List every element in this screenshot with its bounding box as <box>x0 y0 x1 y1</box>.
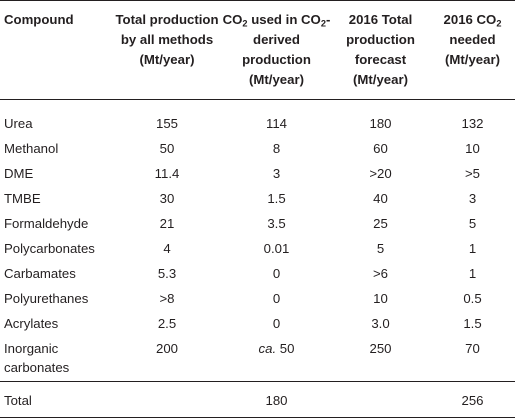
cell-co2-needed: 1.5 <box>463 316 482 331</box>
cell-forecast: 25 <box>373 216 388 231</box>
cell-co2-used: 0 <box>272 291 281 306</box>
cell-co2-used: 0 <box>272 266 281 281</box>
cell-total-production: 50 <box>159 141 175 156</box>
cell-co2-needed: 0.5 <box>463 291 482 306</box>
header-row: Compound Total production by all methods… <box>0 0 515 100</box>
table-row: Formaldehyde 21 3.5 25 5 <box>0 212 515 237</box>
table-row: Polycarbonates 4 0.01 5 1 <box>0 237 515 262</box>
cell-compound: Polyurethanes <box>4 291 89 306</box>
cell-co2-used: 0.01 <box>263 241 290 256</box>
cell-forecast: >20 <box>369 166 392 181</box>
cell-compound: Urea <box>4 116 33 131</box>
cell-compound: Acrylates <box>4 316 59 331</box>
cell-forecast: >6 <box>372 266 389 281</box>
cell-co2-needed: 70 <box>465 341 480 356</box>
table-body: Urea 155 114 180 132 Methanol 50 8 60 10… <box>0 100 515 418</box>
table-row: Urea 155 114 180 132 <box>0 100 515 138</box>
cell-co2-used-total: 180 <box>222 381 331 418</box>
cell-total-production: 30 <box>159 191 175 206</box>
cell-forecast: 180 <box>369 116 392 131</box>
cell-compound: Inorganic carbonates <box>4 341 70 375</box>
cell-forecast: 3.0 <box>371 316 390 331</box>
cell-co2-used: 114 <box>265 116 288 131</box>
total-row: Total 180 256 <box>0 381 515 418</box>
cell-co2-used: ca. 50 <box>258 341 295 356</box>
header-co2-used: CO2 used in CO2-derived production (Mt/y… <box>222 12 331 87</box>
table-row: Acrylates 2.5 0 3.0 1.5 <box>0 312 515 337</box>
cell-compound: TMBE <box>4 191 41 206</box>
cell-co2-needed: >5 <box>464 166 481 181</box>
cell-compound: Methanol <box>4 141 59 156</box>
header-compound: Compound <box>4 12 74 27</box>
cell-co2-needed: 3 <box>468 191 477 206</box>
table-row: Methanol 50 8 60 10 <box>0 137 515 162</box>
cell-co2-used: 3.5 <box>267 216 286 231</box>
table-row: DME 11.4 3 >20 >5 <box>0 162 515 187</box>
cell-co2-used: 0 <box>272 316 281 331</box>
cell-co2-needed: 5 <box>468 216 477 231</box>
cell-total-production: 4 <box>163 241 171 256</box>
cell-co2-needed-total: 256 <box>430 381 515 418</box>
cell-co2-used: 8 <box>272 141 281 156</box>
cell-forecast <box>331 381 430 418</box>
cell-total-production: 2.5 <box>157 316 177 331</box>
cell-forecast: 10 <box>373 291 388 306</box>
cell-total-production: 155 <box>155 116 178 131</box>
cell-co2-used: 3 <box>272 166 281 181</box>
cell-compound: Polycarbonates <box>4 241 95 256</box>
table-row: TMBE 30 1.5 40 3 <box>0 187 515 212</box>
table-row: Polyurethanes >8 0 10 0.5 <box>0 287 515 312</box>
cell-forecast: 60 <box>373 141 388 156</box>
cell-total-production: >8 <box>159 291 175 306</box>
table-row: Carbamates 5.3 0 >6 1 <box>0 262 515 287</box>
cell-co2-needed: 1 <box>468 266 477 281</box>
table-header: Compound Total production by all methods… <box>0 0 515 100</box>
cell-co2-needed: 1 <box>468 241 477 256</box>
cell-total-production: 5.3 <box>157 266 177 281</box>
header-total-production: Total production by all methods (Mt/year… <box>115 12 219 67</box>
header-2016-forecast: 2016 Total production forecast (Mt/year) <box>346 12 415 87</box>
cell-co2-used: 1.5 <box>267 191 286 206</box>
table-row: Inorganic carbonates 200 ca. 50 250 70 <box>0 337 515 382</box>
cell-total-production: 21 <box>159 216 175 231</box>
cell-total-production <box>112 381 222 418</box>
cell-forecast: 5 <box>376 241 385 256</box>
cell-total-production: 200 <box>155 341 178 356</box>
cell-forecast: 40 <box>373 191 388 206</box>
cell-compound: Carbamates <box>4 266 76 281</box>
cell-compound: DME <box>4 166 34 181</box>
cell-co2-needed: 10 <box>465 141 480 156</box>
cell-total-label: Total <box>0 381 112 418</box>
cell-forecast: 250 <box>369 341 392 356</box>
cell-co2-needed: 132 <box>461 116 484 131</box>
cell-total-production: 11.4 <box>154 166 180 181</box>
cell-compound: Formaldehyde <box>4 216 89 231</box>
header-2016-co2-needed: 2016 CO2 needed (Mt/year) <box>443 12 502 67</box>
